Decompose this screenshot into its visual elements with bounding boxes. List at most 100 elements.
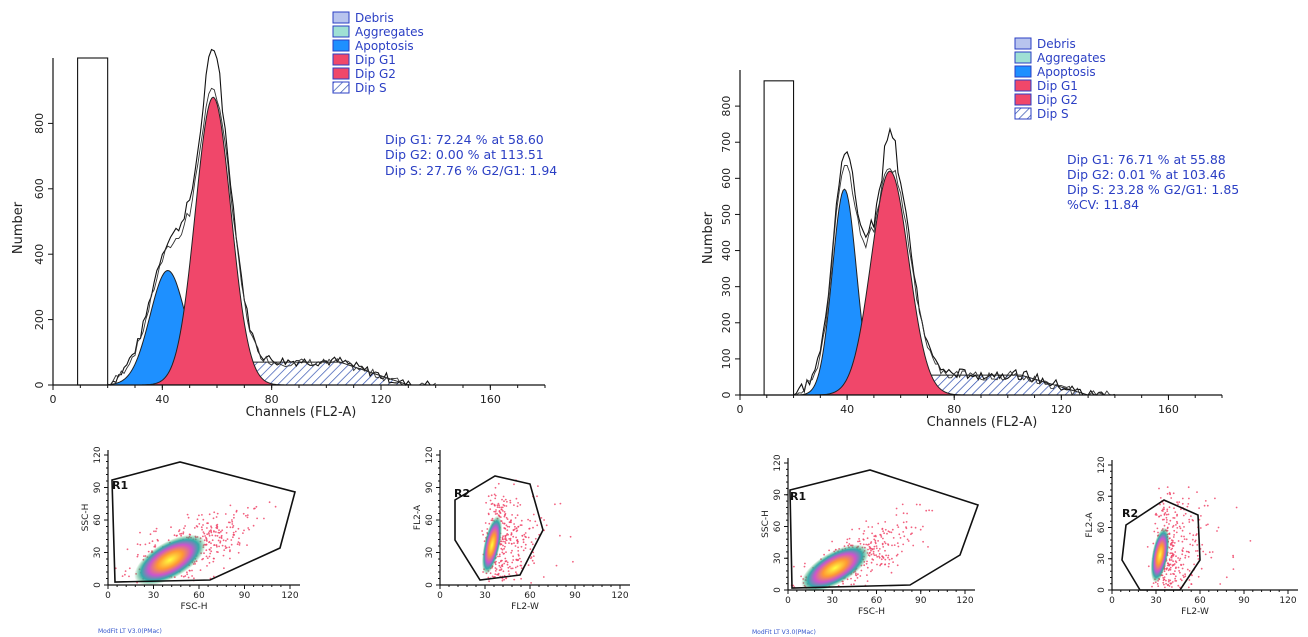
event-dot <box>216 535 219 537</box>
event-dot <box>497 555 499 558</box>
event-dot <box>800 575 802 578</box>
event-dot <box>242 512 245 515</box>
event-dot <box>1168 523 1170 525</box>
event-dot <box>536 495 538 498</box>
event-dot <box>207 532 210 534</box>
event-dot <box>237 551 240 554</box>
event-dot <box>1172 544 1175 547</box>
event-dot <box>524 543 527 546</box>
event-dot <box>180 575 183 577</box>
event-dot <box>245 514 247 517</box>
x-tick-label: 0 <box>1109 596 1115 606</box>
event-dot <box>1170 539 1173 541</box>
legend-label: Debris <box>1037 37 1076 51</box>
event-dot <box>1187 555 1190 558</box>
event-dot <box>206 527 208 529</box>
event-dot <box>498 553 501 556</box>
event-dot <box>823 553 825 556</box>
event-dot <box>143 555 145 557</box>
event-dot <box>502 504 505 506</box>
event-dot <box>869 542 872 544</box>
event-dot <box>1155 512 1157 515</box>
event-dot <box>1185 538 1188 541</box>
y-tick-label: 120 <box>773 454 783 471</box>
event-dot <box>514 566 517 569</box>
event-dot <box>1188 521 1191 523</box>
event-dot <box>892 561 894 563</box>
event-dot <box>859 542 862 545</box>
event-dot <box>494 510 497 513</box>
event-dot <box>882 537 884 540</box>
x-tick-label: 160 <box>480 393 501 406</box>
x-tick-label: 30 <box>148 591 160 601</box>
event-dot <box>1169 579 1172 582</box>
event-dot <box>1180 508 1182 511</box>
event-dot <box>509 539 512 542</box>
event-dot <box>1151 585 1153 588</box>
legend-swatch <box>1014 65 1032 78</box>
event-dot <box>910 526 913 529</box>
legend-label: Apoptosis <box>1037 65 1096 79</box>
event-dot <box>201 514 203 516</box>
event-dot <box>481 530 483 532</box>
event-dot <box>1182 574 1184 577</box>
event-dot <box>482 533 484 536</box>
event-dot <box>238 537 240 540</box>
event-dot <box>1177 540 1180 542</box>
event-dot <box>487 576 490 579</box>
event-dot <box>881 527 884 530</box>
event-dot <box>495 509 497 511</box>
event-dot <box>533 562 535 565</box>
y-tick-label: 0 <box>33 382 46 389</box>
event-dot <box>569 535 572 538</box>
event-dot <box>232 525 235 527</box>
event-dot <box>1162 581 1165 584</box>
event-dot <box>220 537 223 539</box>
event-dot <box>210 550 213 553</box>
event-dot <box>224 547 227 549</box>
event-dot <box>501 548 504 551</box>
software-footer-right: ModFit LT V3.0(PMac) <box>752 629 816 636</box>
event-dot <box>1204 553 1207 556</box>
event-dot <box>501 522 504 524</box>
event-dot <box>515 530 518 533</box>
event-dot <box>498 569 501 572</box>
y-tick-label: 400 <box>720 240 733 261</box>
event-dot <box>858 538 860 540</box>
event-dot <box>1166 492 1169 495</box>
event-dot <box>153 530 155 533</box>
event-dot <box>891 557 893 560</box>
event-dot <box>1179 571 1181 574</box>
event-dot <box>1170 582 1173 585</box>
legend-swatch <box>332 39 350 52</box>
x-tick-label: 120 <box>1279 596 1296 606</box>
event-dot <box>493 493 496 496</box>
event-dot <box>901 550 903 553</box>
event-dot <box>1152 582 1155 584</box>
event-dot <box>513 542 515 544</box>
x-tick-label: 90 <box>239 591 251 601</box>
event-dot <box>1187 586 1190 589</box>
event-dot <box>1177 557 1179 559</box>
event-dot <box>524 547 527 549</box>
x-tick-label: 120 <box>281 591 298 601</box>
event-dot <box>497 502 500 505</box>
event-dot <box>880 558 883 561</box>
debris-gate-bar <box>763 80 795 396</box>
event-dot <box>213 511 216 514</box>
event-dot <box>869 551 871 554</box>
event-dot <box>1154 522 1157 525</box>
event-dot <box>901 503 904 506</box>
event-dot <box>1174 560 1177 563</box>
y-tick-label: 0 <box>720 392 733 399</box>
event-dot <box>498 555 501 558</box>
event-dot <box>510 551 513 554</box>
event-dot <box>862 538 865 541</box>
event-dot <box>892 537 895 539</box>
event-dot <box>156 538 159 541</box>
x-tick-label: 60 <box>193 591 205 601</box>
event-dot <box>1175 531 1178 534</box>
event-dot <box>203 552 205 555</box>
event-dot <box>1196 491 1198 493</box>
